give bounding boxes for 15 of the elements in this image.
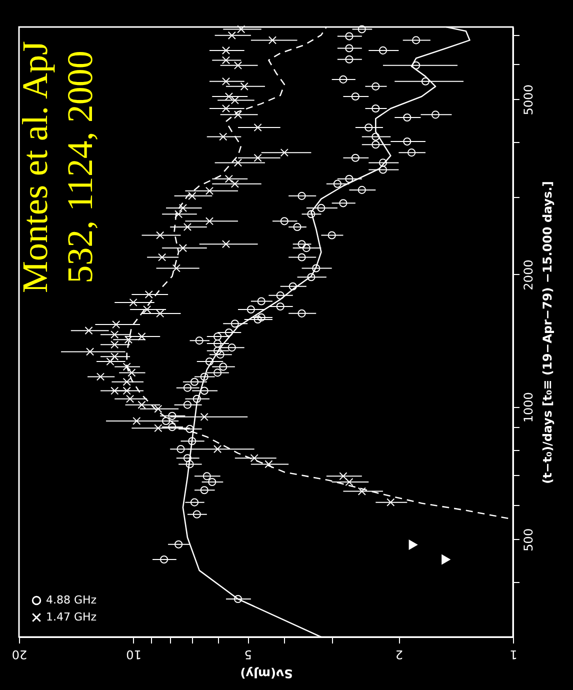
x-tick-label: 2 xyxy=(395,648,404,662)
annotation: Montes et al. ApJ xyxy=(15,41,55,293)
y-axis-title: (t−t₀)/days [t₀≡ (19−Apr−79) −15.000 days.] xyxy=(540,181,554,484)
legend-label: 4.88 GHz xyxy=(46,594,97,606)
x-tick-label: 10 xyxy=(126,648,142,662)
annotation: 532, 1124, 2000 xyxy=(60,50,100,284)
x-tick-label: 5 xyxy=(244,648,252,662)
y-tick-label: 2000 xyxy=(522,260,536,290)
y-tick-label: 1000 xyxy=(522,392,536,423)
x-tick-label: 1 xyxy=(510,648,518,662)
y-tick-label: 5000 xyxy=(522,84,536,116)
x-tick-label: 20 xyxy=(12,648,28,662)
legend-label: 1.47 GHz xyxy=(46,610,97,624)
x-axis-title: Sν(mJy) xyxy=(240,666,293,680)
y-tick-label: 500 xyxy=(522,528,536,552)
